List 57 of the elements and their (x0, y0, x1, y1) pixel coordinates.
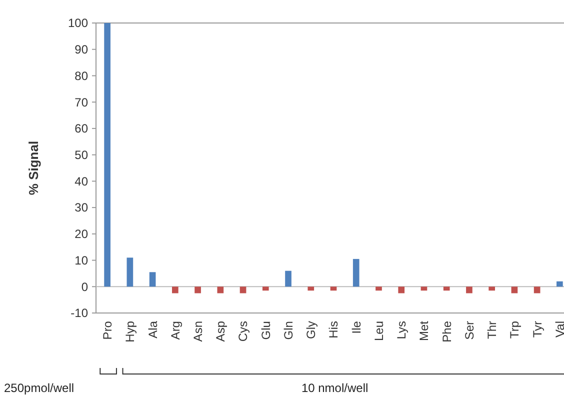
x-tick-label: Ser (462, 321, 476, 340)
x-tick-label: Ala (146, 320, 160, 338)
bar (240, 286, 246, 294)
x-tick-label: Gln (281, 321, 296, 340)
x-tick-label: Cys (236, 321, 250, 342)
x-tick-label: Met (417, 320, 432, 342)
y-tick-label: 100 (68, 16, 88, 30)
bar (352, 258, 360, 287)
x-tick-label: Hyp (123, 320, 138, 342)
bar (511, 286, 518, 294)
x-tick-label: Glu (258, 321, 273, 340)
bar (466, 286, 472, 294)
bar (556, 281, 563, 287)
y-tick-label: 0 (81, 280, 88, 294)
bar (534, 286, 540, 294)
x-tick-label: Trp (508, 320, 522, 339)
text: 250pmol/well (4, 381, 74, 395)
x-tick-label: Val (552, 321, 564, 338)
x-tick-label: Arg (168, 321, 182, 340)
y-tick-label: 40 (74, 174, 88, 188)
y-tick-label: 20 (74, 227, 88, 242)
text: 10 nmol/well (301, 381, 368, 395)
x-tick-label: Asp (214, 320, 228, 342)
bar (420, 286, 428, 291)
x-tick-label: Phe (440, 320, 454, 342)
bar (330, 286, 337, 291)
bar (488, 286, 495, 291)
y-tick-label: 60 (74, 122, 88, 136)
y-tick-label: 70 (74, 95, 88, 110)
y-tick-label: 30 (74, 200, 88, 215)
bar (104, 23, 110, 287)
x-tick-label: Tyr (530, 321, 544, 338)
bar (398, 286, 405, 294)
y-axis-title: % Signal (26, 140, 41, 196)
y-tick-label: 50 (74, 148, 88, 162)
bar (194, 286, 201, 294)
bar (217, 286, 224, 294)
x-tick-label: Gly (304, 321, 318, 339)
y-tick-label: -10 (70, 306, 88, 320)
y-tick-label: 90 (74, 42, 88, 57)
bar (172, 286, 178, 294)
x-tick-label: His (326, 321, 341, 338)
bar (262, 286, 269, 291)
x-tick-label: Asn (190, 321, 205, 342)
bar (308, 286, 314, 291)
x-tick-label: Leu (372, 321, 386, 342)
x-tick-label: Ile (349, 320, 364, 334)
y-tick-label: 80 (74, 68, 88, 83)
bar (126, 258, 134, 287)
bar (285, 270, 292, 287)
x-tick-label: Lys (394, 321, 409, 340)
bar (443, 286, 450, 291)
x-tick-label: Pro (100, 320, 115, 340)
y-tick-label: 10 (74, 253, 88, 268)
bar (149, 272, 156, 287)
bar (376, 286, 382, 291)
x-tick-label: Thr (485, 320, 500, 339)
